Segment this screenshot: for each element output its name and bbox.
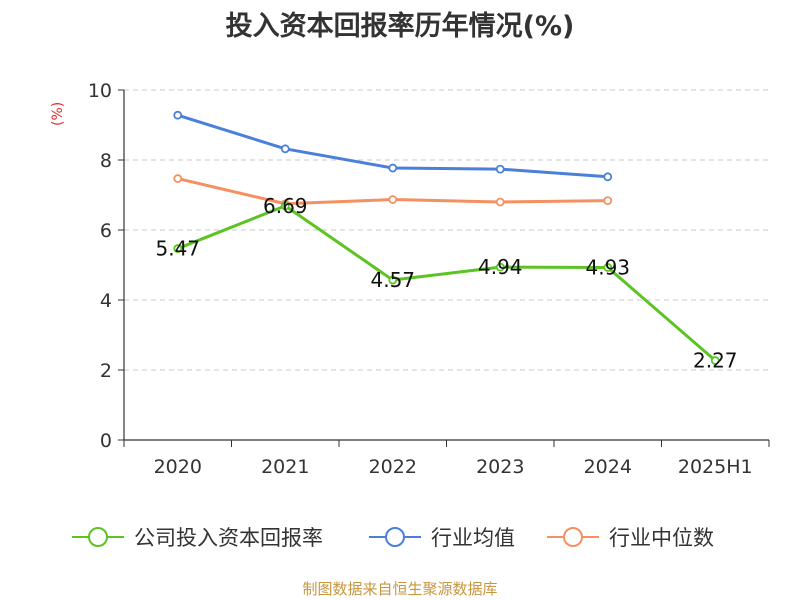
x-tick-label: 2020 [154,456,202,478]
y-tick-label: 8 [100,150,112,172]
data-label: 4.94 [478,255,523,279]
axes: 0 2 4 6 8 10 2020 2021 2022 2023 2024 2025H1 [88,80,770,478]
data-label: 2.27 [693,349,738,373]
data-point [280,144,290,154]
y-tick-label: 0 [100,430,112,452]
data-point [173,244,183,253]
data-point [280,201,290,211]
y-tick-label: 4 [100,290,112,312]
data-point [603,196,613,206]
data-label: 5.47 [155,237,200,261]
chart-title: 投入资本回报率历年情况(%) [225,11,575,42]
legend: 公司投入资本回报率 行业均值 行业中位数 [72,526,714,550]
data-label: 4.93 [585,255,630,279]
legend-marker [88,527,108,547]
data-point [710,356,720,365]
data-point [495,197,505,207]
source-note: 制图数据来自恒生聚源数据库 [302,580,498,598]
legend-marker [563,527,583,547]
series [173,110,720,365]
data-point [495,164,505,174]
y-tick-label: 10 [88,80,112,102]
legend-label: 公司投入资本回报率 [134,526,323,550]
x-tick-label: 2025H1 [678,456,753,478]
legend-marker [385,527,405,547]
series-line [177,204,717,362]
x-tick-label: 2023 [476,456,524,478]
data-point [173,110,183,120]
x-tick-label: 2021 [261,456,309,478]
data-labels: 5.47 6.69 4.57 4.94 4.93 2.27 [155,194,737,373]
legend-label: 行业均值 [431,526,515,550]
data-point [603,172,613,182]
legend-label: 行业中位数 [609,526,714,550]
data-point [603,263,613,272]
data-point [495,262,505,272]
x-tick-label: 2022 [369,456,417,478]
data-label: 4.57 [370,268,415,292]
data-point [173,174,183,183]
y-tick-label: 6 [100,220,112,242]
data-point [388,195,398,204]
data-label: 6.69 [263,194,308,218]
x-tick-label: 2024 [584,456,632,478]
y-tick-label: 2 [100,360,112,382]
data-point [388,163,398,173]
data-point [388,275,398,285]
